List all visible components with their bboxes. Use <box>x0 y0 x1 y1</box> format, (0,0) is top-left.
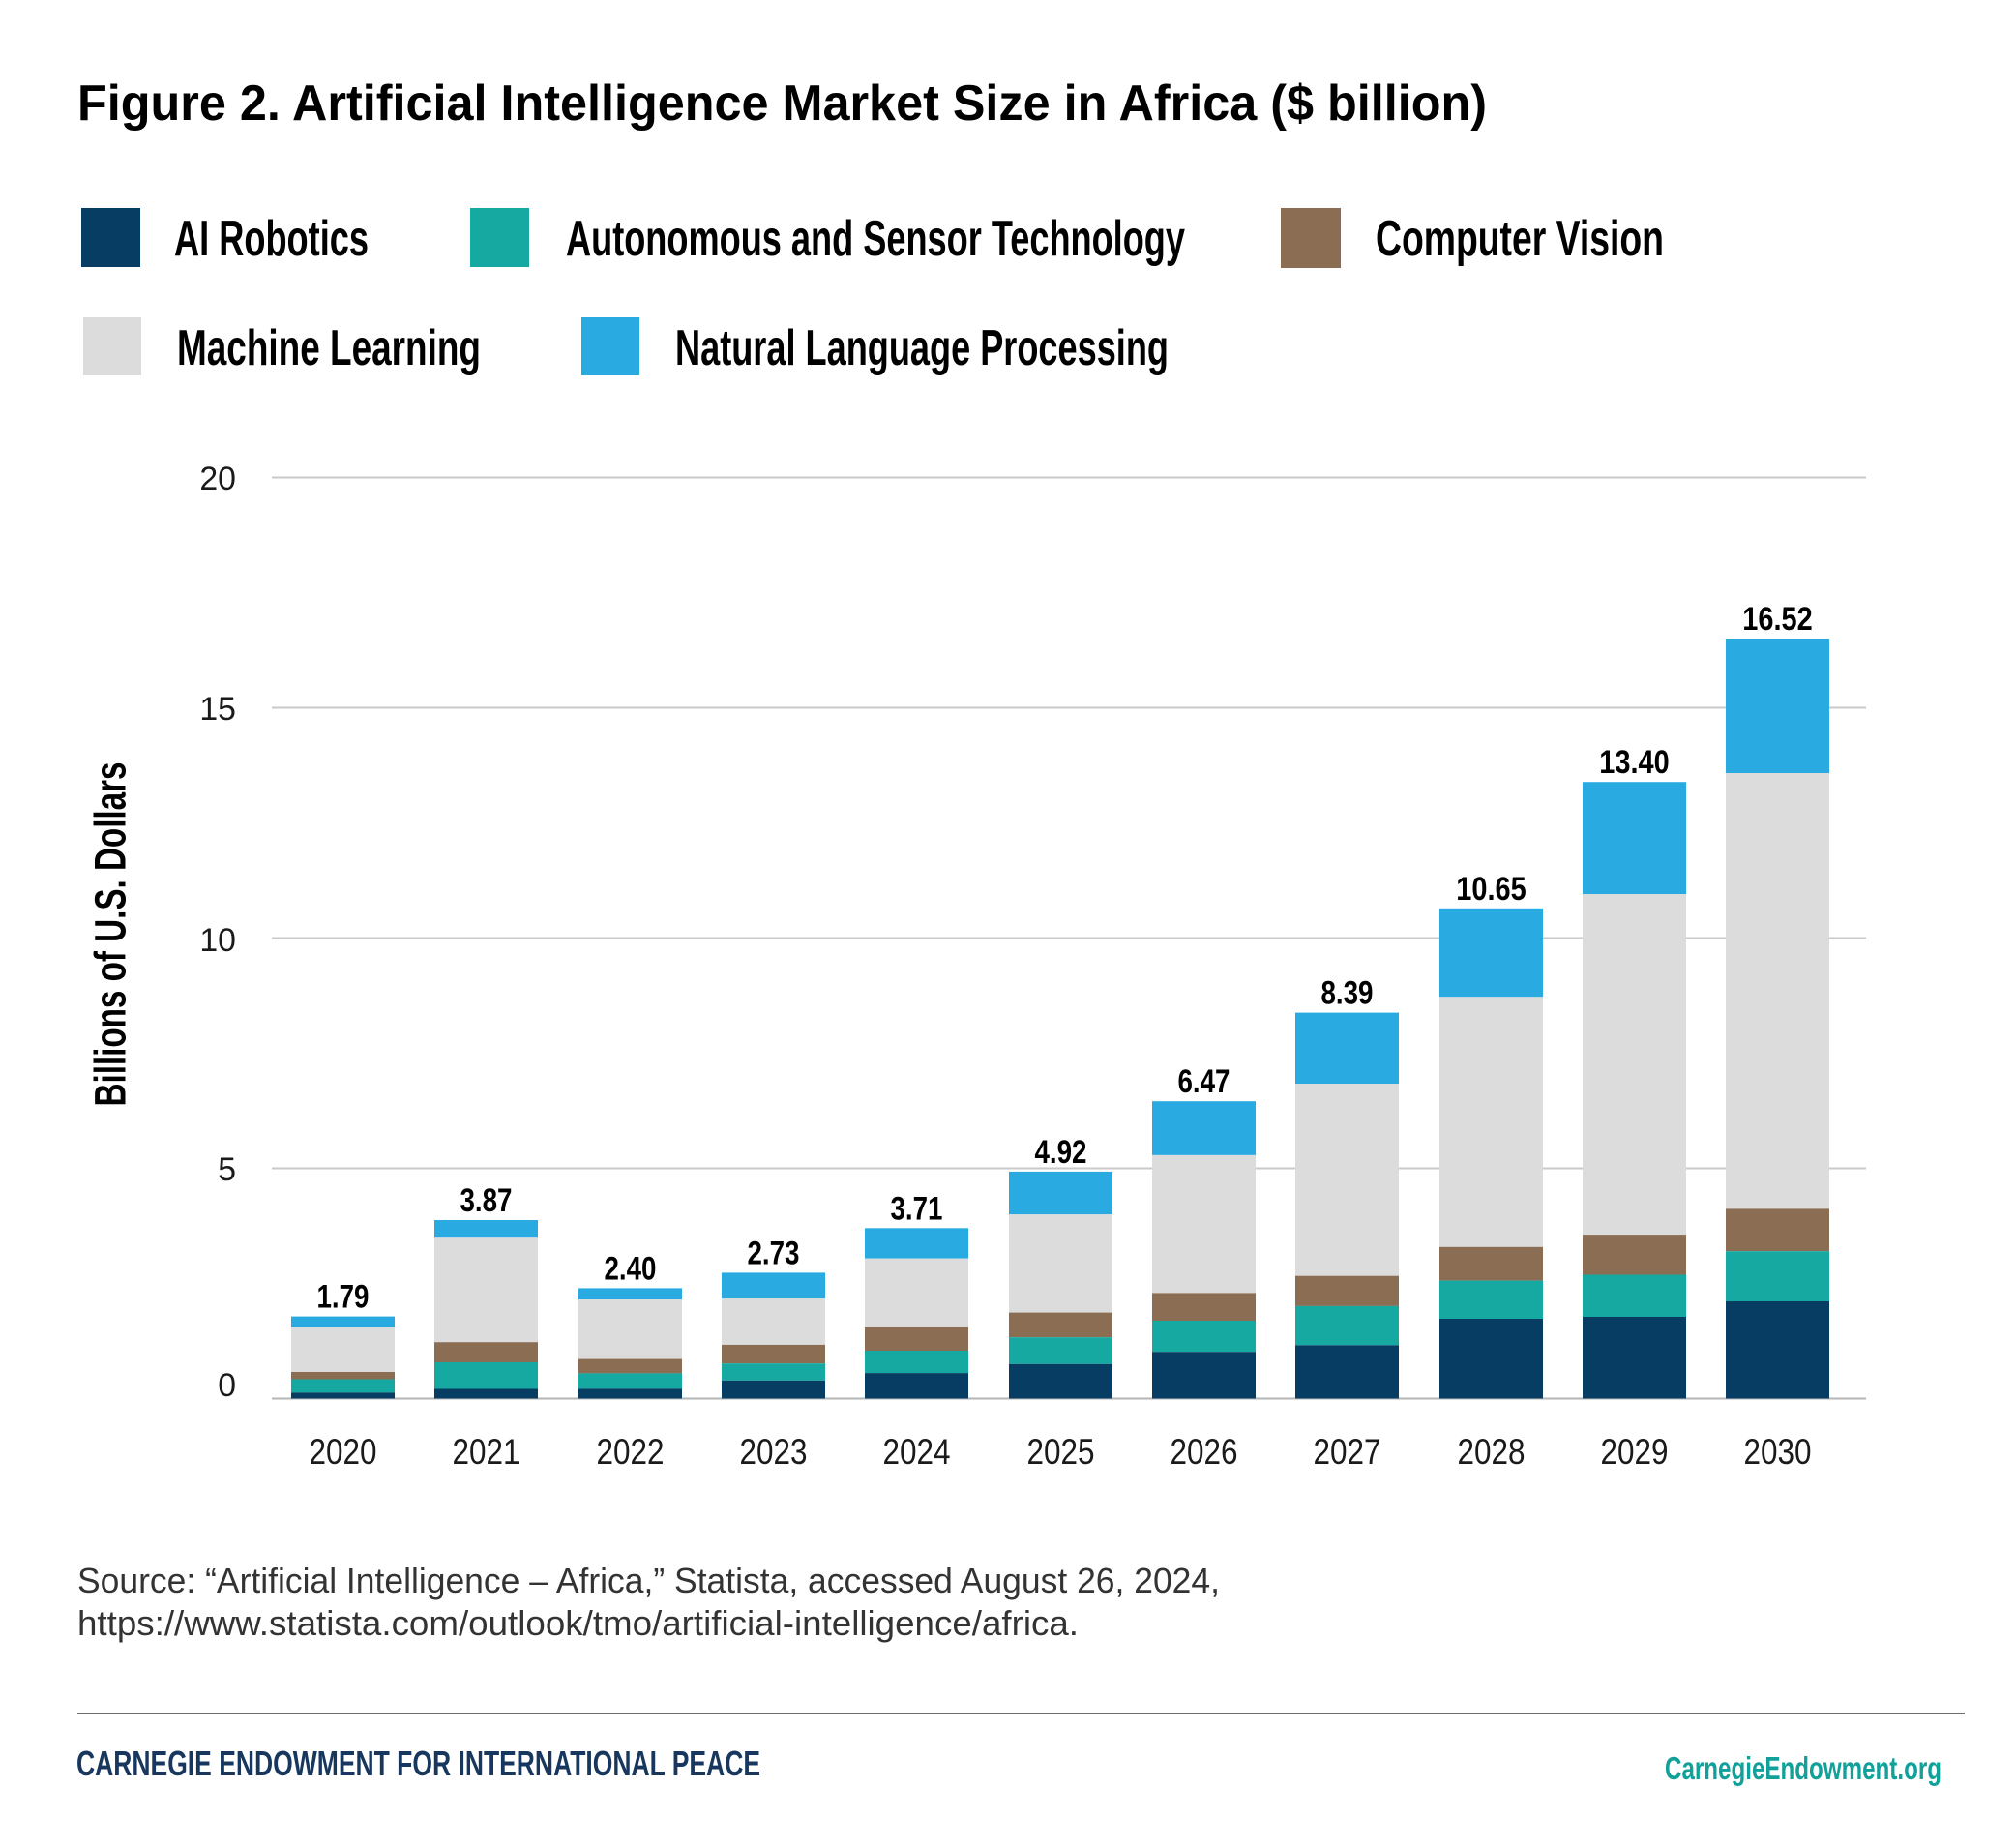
svg-text:6.47: 6.47 <box>1178 1063 1230 1100</box>
svg-text:13.40: 13.40 <box>1599 744 1669 781</box>
svg-text:0: 0 <box>218 1367 236 1404</box>
svg-text:AI Robotics: AI Robotics <box>174 210 369 266</box>
svg-text:10.65: 10.65 <box>1456 871 1526 908</box>
svg-text:2022: 2022 <box>597 1432 665 1472</box>
svg-text:2025: 2025 <box>1027 1432 1095 1472</box>
svg-text:15: 15 <box>199 691 236 728</box>
svg-text:2020: 2020 <box>310 1432 377 1472</box>
svg-text:2.40: 2.40 <box>605 1250 657 1287</box>
svg-text:2026: 2026 <box>1171 1432 1238 1472</box>
svg-text:CARNEGIE ENDOWMENT FOR INTERNA: CARNEGIE ENDOWMENT FOR INTERNATIONAL PEA… <box>76 1744 760 1783</box>
svg-text:8.39: 8.39 <box>1321 975 1374 1012</box>
svg-text:16.52: 16.52 <box>1742 601 1812 638</box>
svg-text:Billions of U.S. Dollars: Billions of U.S. Dollars <box>86 762 135 1107</box>
svg-text:3.71: 3.71 <box>891 1190 943 1227</box>
svg-text:2028: 2028 <box>1458 1432 1526 1472</box>
svg-text:Autonomous and Sensor Technolo: Autonomous and Sensor Technology <box>566 210 1185 266</box>
svg-text:2021: 2021 <box>453 1432 520 1472</box>
svg-text:2024: 2024 <box>883 1432 951 1472</box>
svg-text:4.92: 4.92 <box>1035 1134 1087 1171</box>
svg-text:Computer Vision: Computer Vision <box>1376 210 1664 266</box>
svg-text:2023: 2023 <box>740 1432 808 1472</box>
svg-text:10: 10 <box>199 922 236 959</box>
svg-text:5: 5 <box>218 1151 236 1188</box>
svg-text:3.87: 3.87 <box>460 1182 513 1219</box>
svg-text:1.79: 1.79 <box>317 1279 370 1316</box>
svg-text:2027: 2027 <box>1314 1432 1381 1472</box>
svg-text:2.73: 2.73 <box>748 1235 800 1271</box>
svg-text:Source: “Artificial Intelligen: Source: “Artificial Intelligence – Afric… <box>77 1561 1220 1600</box>
svg-text:20: 20 <box>199 461 236 497</box>
svg-text:Machine Learning: Machine Learning <box>177 319 481 375</box>
svg-text:CarnegieEndowment.org: CarnegieEndowment.org <box>1665 1750 1942 1786</box>
svg-text:https://www.statista.com/outlo: https://www.statista.com/outlook/tmo/art… <box>77 1603 1079 1643</box>
svg-text:Figure 2. Artificial Intellige: Figure 2. Artificial Intelligence Market… <box>77 75 1487 131</box>
svg-text:2030: 2030 <box>1744 1432 1812 1472</box>
svg-text:Natural Language Processing: Natural Language Processing <box>675 319 1169 375</box>
svg-text:2029: 2029 <box>1601 1432 1669 1472</box>
